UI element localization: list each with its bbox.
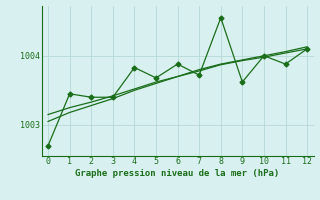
X-axis label: Graphe pression niveau de la mer (hPa): Graphe pression niveau de la mer (hPa) xyxy=(76,169,280,178)
